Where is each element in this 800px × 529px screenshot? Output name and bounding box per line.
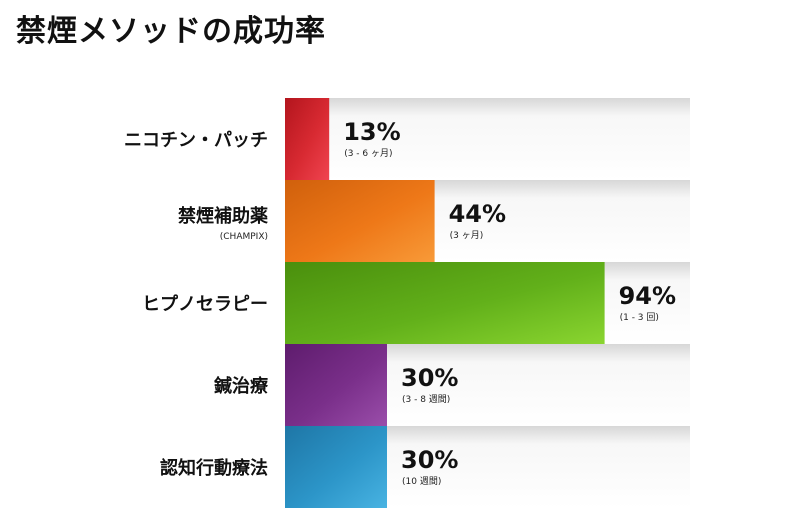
category-label-5: 認知行動療法 <box>160 457 268 479</box>
bar-5 <box>285 426 387 508</box>
duration-label-1: (3 - 6 ヶ月) <box>344 148 392 159</box>
duration-label-4: (3 - 8 週間) <box>402 394 450 405</box>
bar-3 <box>285 262 605 344</box>
category-label-4: 鍼治療 <box>214 375 269 397</box>
value-label-1: 13% <box>343 118 400 146</box>
bar-1 <box>285 98 330 180</box>
duration-label-2: (3 ヶ月) <box>450 230 484 241</box>
chart-title: 禁煙メソッドの成功率 <box>16 14 326 49</box>
bar-4 <box>285 344 387 426</box>
bar-panel-1 <box>285 98 690 180</box>
value-label-2: 44% <box>449 200 506 228</box>
category-label-1: ニコチン・パッチ <box>124 130 268 151</box>
value-label-4: 30% <box>401 364 458 392</box>
category-label-2: 禁煙補助薬 <box>178 205 268 227</box>
value-label-3: 94% <box>619 282 676 310</box>
category-label-3: ヒプノセラピー <box>142 293 268 315</box>
duration-label-5: (10 週間) <box>402 476 441 487</box>
bar-2 <box>285 180 435 262</box>
duration-label-3: (1 - 3 回) <box>620 312 659 323</box>
value-label-5: 30% <box>401 446 458 474</box>
category-sublabel-2: (CHAMPIX) <box>220 232 268 242</box>
